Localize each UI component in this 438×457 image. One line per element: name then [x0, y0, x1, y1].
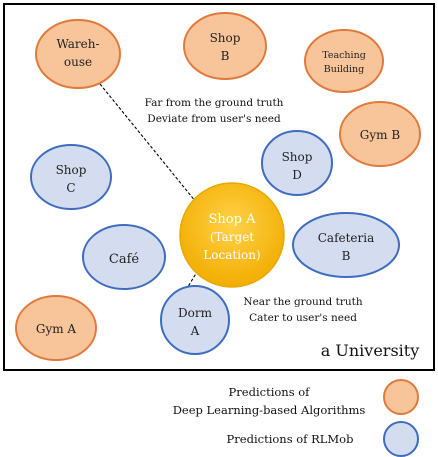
node-dorm-a-line1: Dorm	[178, 306, 213, 320]
legend-dl-line2: Deep Learning-based Algorithms	[173, 403, 366, 417]
node-shop-b-line1: Shop	[210, 31, 241, 45]
node-shop-a-line2: (Target	[210, 230, 254, 244]
node-dorm-a: Dorm A	[160, 285, 230, 355]
node-shop-c-line2: C	[66, 181, 75, 195]
node-shop-a-line3: Location)	[203, 248, 260, 262]
legend: Predictions of Deep Learning-based Algor…	[173, 379, 419, 457]
legend-dl-line1: Predictions of	[229, 385, 311, 399]
node-gym-b-line1: Gym B	[360, 128, 401, 142]
node-cafeteria-b: Cafeteria B	[292, 212, 400, 278]
node-shop-a-target: Shop A (Target Location)	[179, 182, 285, 288]
node-teaching-building-line1: Teaching	[322, 50, 366, 61]
node-shop-c-line1: Shop	[56, 163, 87, 177]
node-warehouse-line2: ouse	[64, 55, 92, 69]
node-cafeteria-b-line1: Cafeteria	[318, 231, 375, 245]
annotation-far-line1: Far from the ground truth	[145, 97, 284, 109]
node-shop-b: Shop B	[183, 12, 267, 80]
node-shop-b-line2: B	[221, 49, 230, 63]
node-cafe: Café	[82, 224, 166, 290]
annotation-far-line2: Deviate from user's need	[147, 113, 281, 125]
node-teaching-building-line2: Building	[324, 64, 365, 75]
node-dorm-a-line2: A	[190, 324, 200, 338]
node-warehouse-line1: Wareh-	[56, 37, 99, 51]
legend-dl-swatch	[383, 379, 419, 415]
legend-item-rl: Predictions of RLMob	[227, 421, 419, 457]
node-shop-d: Shop D	[261, 130, 333, 196]
node-shop-c: Shop C	[30, 144, 112, 210]
annotation-far: Far from the ground truth Deviate from u…	[145, 97, 284, 125]
annotation-near-line1: Near the ground truth	[243, 296, 362, 308]
node-shop-d-line1: Shop	[282, 150, 313, 164]
far-connector-line	[99, 83, 197, 203]
node-cafe-line1: Café	[109, 252, 140, 267]
node-gym-a: Gym A	[15, 295, 97, 361]
legend-rl-line1: Predictions of RLMob	[227, 432, 354, 446]
node-shop-d-line2: D	[292, 168, 302, 182]
legend-item-dl: Predictions of Deep Learning-based Algor…	[173, 379, 419, 417]
node-teaching-building: Teaching Building	[304, 29, 384, 93]
legend-rl-swatch	[383, 421, 419, 457]
node-warehouse: Wareh- ouse	[35, 19, 121, 89]
annotation-near: Near the ground truth Cater to user's ne…	[243, 296, 362, 324]
node-gym-b: Gym B	[339, 101, 421, 167]
node-shop-a-line1: Shop A	[209, 212, 257, 227]
node-gym-a-line1: Gym A	[36, 322, 77, 336]
node-cafeteria-b-line2: B	[342, 249, 351, 263]
annotation-near-line2: Cater to user's need	[249, 312, 357, 324]
university-label: a University	[321, 341, 419, 360]
